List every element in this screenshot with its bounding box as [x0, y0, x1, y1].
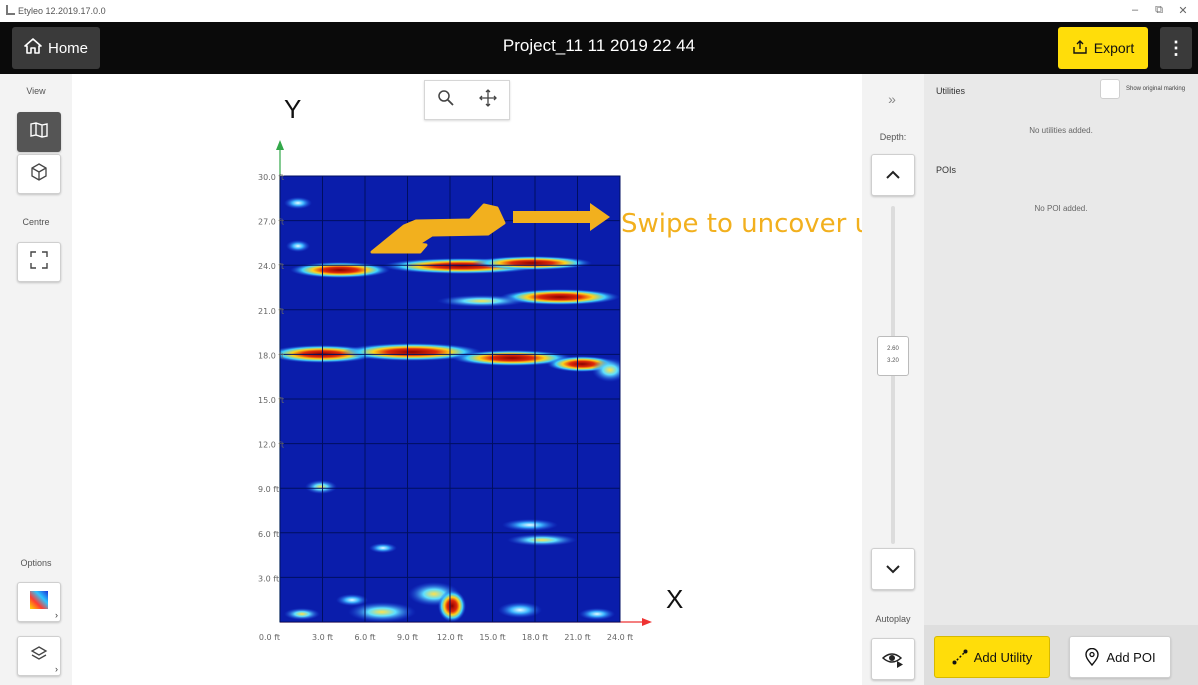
y-tick-label: 30.0 ft [258, 173, 284, 182]
map-view-button[interactable] [17, 112, 61, 152]
restore-button[interactable]: ⧉ [1155, 4, 1163, 16]
y-tick-label: 3.0 ft [258, 574, 279, 583]
x-tick-label: 21.0 ft [564, 633, 590, 642]
utility-line-icon [952, 649, 968, 665]
x-tick-label: 18.0 ft [522, 633, 548, 642]
centre-label: Centre [22, 217, 50, 227]
os-title-bar: Etyleo 12.2019.17.0.0 – ⧉ ✕ [0, 0, 1198, 22]
depth-down-button[interactable] [871, 548, 915, 590]
y-tick-label: 15.0 ft [258, 396, 284, 405]
swipe-hand-icon [370, 203, 506, 254]
map-tools [424, 80, 510, 120]
y-tick-labels: 30.0 ft 27.0 ft 24.0 ft 21.0 ft 18.0 ft 15.0 … [258, 173, 284, 583]
centre-icon [30, 250, 48, 274]
pois-heading: POIs [936, 165, 957, 175]
radar-map[interactable]: 30.0 ft 27.0 ft 24.0 ft 21.0 ft 18.0 ft 15.0 … [72, 74, 862, 685]
action-bar: Add Utility Add POI [924, 625, 1198, 685]
expand-arrow-icon: › [55, 610, 58, 620]
y-axis-letter: Y [284, 94, 302, 124]
chevron-down-icon [886, 565, 900, 574]
y-tick-label: 21.0 ft [258, 307, 284, 316]
left-toolbar: View Centre Options › › [0, 74, 72, 685]
move-icon [479, 88, 497, 107]
add-utility-button[interactable]: Add Utility [934, 636, 1050, 678]
more-menu-button[interactable]: ⋮ [1160, 27, 1192, 69]
swipe-hint-text: Swipe to uncover utility [621, 209, 862, 239]
add-utility-label: Add Utility [973, 649, 1033, 665]
minimize-button[interactable]: – [1131, 4, 1139, 16]
autoplay-button[interactable] [871, 638, 915, 680]
export-icon [1072, 39, 1088, 58]
x-tick-label: 6.0 ft [354, 633, 375, 642]
add-poi-label: Add POI [1106, 649, 1156, 665]
x-tick-labels: 0.0 ft 3.0 ft 6.0 ft 9.0 ft 12.0 ft 15.0 ft 18… [259, 633, 633, 642]
chevron-up-icon [886, 170, 900, 179]
y-tick-label: 27.0 ft [258, 218, 284, 227]
home-button[interactable]: Home [12, 27, 100, 69]
utilities-heading: Utilities [936, 86, 966, 96]
swipe-arrow-icon [513, 203, 610, 231]
x-tick-label: 0.0 ft [259, 633, 280, 642]
layers-icon [30, 645, 48, 668]
centre-button[interactable] [17, 242, 61, 282]
eye-play-icon [882, 653, 903, 668]
show-original-checkbox[interactable] [1100, 79, 1120, 99]
view-label: View [26, 86, 46, 96]
y-tick-label: 18.0 ft [258, 351, 284, 360]
autoplay-label: Autoplay [875, 614, 911, 624]
color-scale-button[interactable]: › [17, 582, 61, 622]
project-title: Project_11 11 2019 22 44 [502, 36, 696, 55]
reflection-layer [280, 197, 620, 622]
search-icon [438, 89, 454, 106]
depth-strip: » Depth: 2.60 3.20 Autoplay [862, 74, 924, 685]
home-label: Home [47, 39, 88, 57]
pan-button[interactable] [479, 88, 497, 112]
x-tick-label: 3.0 ft [312, 633, 333, 642]
map-view-icon [30, 121, 48, 143]
depth-value-bottom: 3.20 [887, 358, 899, 364]
pois-empty-text: No POI added. [1034, 204, 1088, 213]
x-tick-label: 24.0 ft [607, 633, 633, 642]
main-canvas: Y X [72, 74, 862, 685]
export-label: Export [1093, 40, 1135, 56]
poi-pin-icon [1085, 648, 1100, 666]
y-axis-arrow [276, 140, 284, 150]
x-tick-label: 9.0 ft [397, 633, 418, 642]
y-tick-label: 12.0 ft [258, 441, 284, 450]
utilities-empty-text: No utilities added. [1029, 126, 1093, 135]
cube-icon [30, 162, 48, 186]
y-tick-label: 24.0 ft [258, 262, 284, 271]
x-tick-label: 12.0 ft [437, 633, 463, 642]
y-tick-label: 9.0 ft [258, 485, 279, 494]
window-title: Etyleo 12.2019.17.0.0 [18, 6, 106, 16]
layers-button[interactable]: › [17, 636, 61, 676]
app-icon [6, 5, 15, 15]
home-icon [24, 38, 42, 58]
swipe-hint: Swipe to uncover utility [370, 203, 862, 254]
export-button[interactable]: Export [1058, 27, 1148, 69]
side-panel: Utilities Show original marking No utili… [924, 74, 1198, 685]
depth-label: Depth: [879, 132, 907, 142]
options-label: Options [20, 558, 52, 568]
depth-slider-handle[interactable]: 2.60 3.20 [877, 336, 909, 376]
depth-up-button[interactable] [871, 154, 915, 196]
3d-view-button[interactable] [17, 154, 61, 194]
expand-arrow-icon: › [55, 664, 58, 674]
app-header: Home Project_11 11 2019 22 44 Export ⋮ [0, 22, 1198, 74]
close-button[interactable]: ✕ [1178, 5, 1188, 17]
x-axis-letter: X [666, 584, 684, 614]
x-axis-arrow [642, 618, 652, 626]
collapse-panel-button[interactable]: » [888, 91, 896, 107]
color-gradient-icon [29, 590, 49, 615]
x-tick-label: 15.0 ft [479, 633, 505, 642]
add-poi-button[interactable]: Add POI [1069, 636, 1171, 678]
depth-value-top: 2.60 [887, 346, 899, 352]
show-original-label: Show original marking [1126, 86, 1186, 92]
y-tick-label: 6.0 ft [258, 530, 279, 539]
zoom-button[interactable] [437, 89, 455, 112]
